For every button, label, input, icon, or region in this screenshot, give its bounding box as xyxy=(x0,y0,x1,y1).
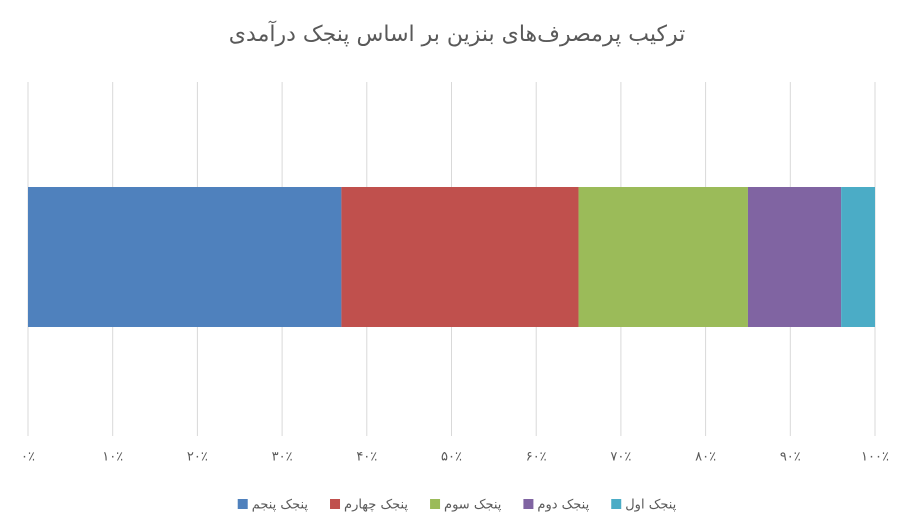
legend-swatch xyxy=(611,499,622,509)
legend-label: پنجک دوم xyxy=(537,498,589,513)
x-tick-label: ۲۰٪ xyxy=(187,450,208,465)
x-tick-label: ۰٪ xyxy=(21,450,35,465)
x-tick-label: ۵۰٪ xyxy=(441,450,462,465)
bar-segment xyxy=(747,187,842,327)
x-tick-label: ۸۰٪ xyxy=(695,450,716,465)
x-tick-label: ۷۰٪ xyxy=(610,450,631,465)
legend-label: پنجک سوم xyxy=(444,498,502,513)
legend-swatch xyxy=(237,499,248,509)
legend-label: پنجک اول xyxy=(625,498,676,513)
bar-segment xyxy=(28,187,342,327)
legend-swatch xyxy=(430,499,441,509)
x-tick-label: ۴۰٪ xyxy=(356,450,377,465)
chart-title: ترکیب پرمصرف‌های بنزین بر اساس پنجک درآم… xyxy=(229,20,685,47)
x-tick-label: ۳۰٪ xyxy=(272,450,293,465)
x-tick-label: ۱۰٪ xyxy=(102,450,123,465)
legend-swatch xyxy=(330,499,341,509)
legend-label: پنجک چهارم xyxy=(344,498,408,513)
legend-swatch xyxy=(523,499,534,509)
legend-label: پنجک پنجم xyxy=(252,498,309,513)
x-tick-label: ۹۰٪ xyxy=(780,450,801,465)
bar-segment xyxy=(341,187,579,327)
x-tick-label: ۶۰٪ xyxy=(526,450,547,465)
bar-segment xyxy=(841,187,875,327)
x-tick-label: ۱۰۰٪ xyxy=(861,450,889,465)
bar-segment xyxy=(578,187,748,327)
